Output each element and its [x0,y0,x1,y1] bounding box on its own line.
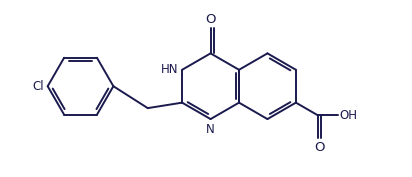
Text: Cl: Cl [33,80,44,93]
Text: O: O [205,13,216,25]
Text: O: O [314,141,324,154]
Text: HN: HN [161,63,178,76]
Text: OH: OH [339,109,357,122]
Text: N: N [206,123,215,136]
